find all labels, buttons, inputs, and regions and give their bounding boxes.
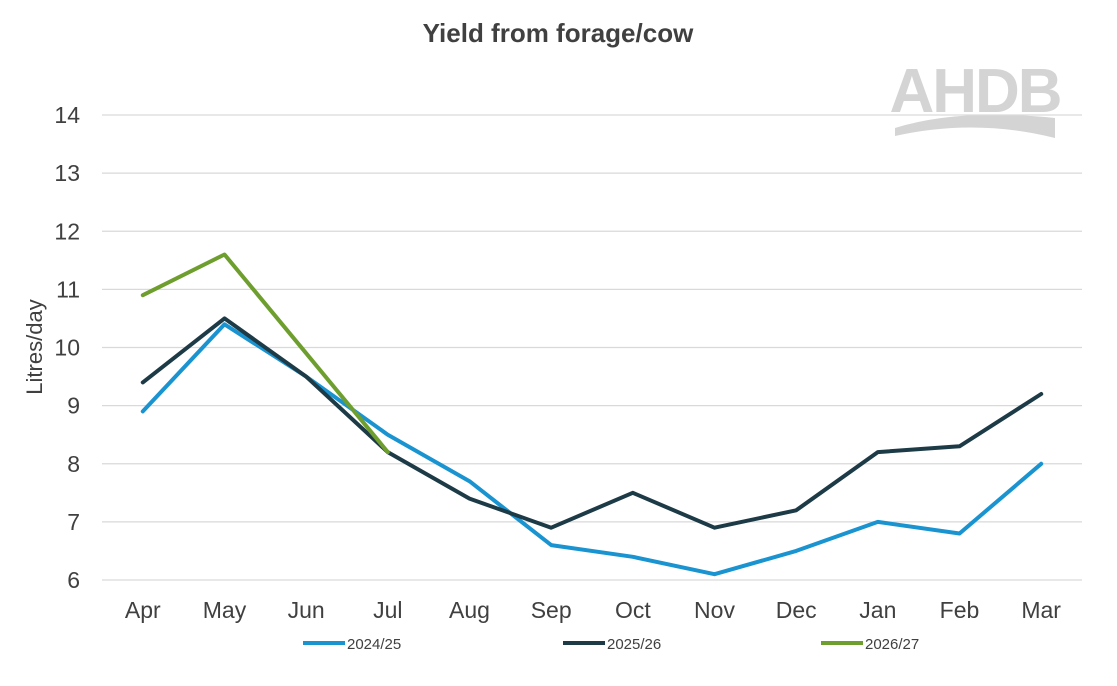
x-tick-label: Dec bbox=[776, 597, 817, 623]
x-tick-label: Jan bbox=[859, 597, 896, 623]
y-tick-label: 14 bbox=[54, 102, 80, 128]
y-tick-label: 12 bbox=[54, 218, 80, 244]
x-tick-label: Jun bbox=[288, 597, 325, 623]
y-axis-ticks: 6 7 8 9 10 11 12 13 14 bbox=[54, 102, 80, 593]
y-tick-label: 8 bbox=[67, 451, 80, 477]
series-line-2026-27 bbox=[140, 252, 390, 455]
x-tick-label: Nov bbox=[694, 597, 735, 623]
x-tick-label: Sep bbox=[531, 597, 572, 623]
chart-title: Yield from forage/cow bbox=[423, 18, 694, 48]
x-tick-label: Jul bbox=[373, 597, 402, 623]
ahdb-logo: AHDB bbox=[889, 57, 1063, 138]
y-tick-label: 11 bbox=[56, 276, 80, 302]
x-axis-ticks: Apr May Jun Jul Aug Sep Oct Nov Dec Jan Feb Mar bbox=[125, 597, 1061, 623]
y-tick-label: 13 bbox=[54, 160, 80, 186]
y-tick-label: 6 bbox=[67, 567, 80, 593]
legend-label: 2025/26 bbox=[607, 636, 661, 653]
legend: 2024/25 2025/26 2026/27 bbox=[303, 636, 919, 653]
x-tick-label: Apr bbox=[125, 597, 161, 623]
legend-label: 2024/25 bbox=[347, 636, 401, 653]
x-tick-label: Aug bbox=[449, 597, 490, 623]
y-tick-label: 7 bbox=[67, 509, 80, 535]
series-line-2025-26 bbox=[140, 316, 1044, 530]
ahdb-logo-swoosh-icon bbox=[895, 114, 1055, 138]
x-tick-label: Oct bbox=[615, 597, 651, 623]
y-axis-label: Litres/day bbox=[22, 299, 47, 394]
y-tick-label: 9 bbox=[67, 393, 80, 419]
gridlines bbox=[102, 114, 1082, 581]
x-tick-label: Mar bbox=[1021, 597, 1061, 623]
x-tick-label: May bbox=[203, 597, 247, 623]
legend-label: 2026/27 bbox=[865, 636, 919, 653]
series-lines bbox=[140, 252, 1044, 577]
y-tick-label: 10 bbox=[54, 335, 80, 361]
x-tick-label: Feb bbox=[940, 597, 980, 623]
